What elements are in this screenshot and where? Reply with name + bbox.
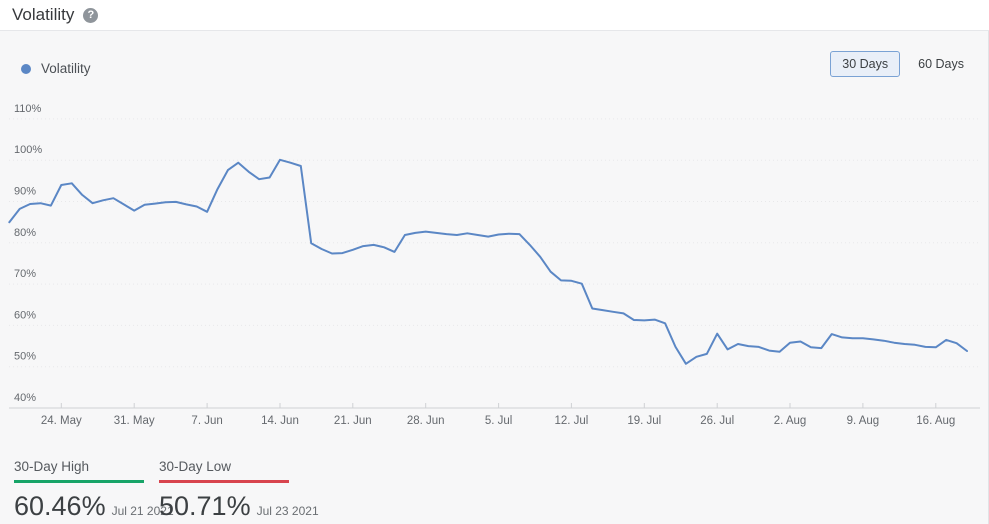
stats-row: 30-Day High 60.46% Jul 21 2021 30-Day Lo…: [14, 459, 319, 522]
stat-high-value: 60.46%: [14, 491, 106, 521]
x-axis-label: 26. Jul: [700, 415, 734, 427]
stat-low-date: Jul 23 2021: [256, 504, 319, 518]
chart-legend[interactable]: Volatility: [21, 61, 91, 76]
y-axis-label: 80%: [14, 227, 36, 239]
x-axis-label: 14. Jun: [261, 415, 299, 427]
y-axis-label: 70%: [14, 268, 36, 280]
x-axis-label: 12. Jul: [554, 415, 588, 427]
x-axis-label: 24. May: [41, 415, 82, 427]
range-toggle: 30 Days 60 Days: [824, 51, 976, 77]
stat-30-day-high: 30-Day High 60.46% Jul 21 2021: [14, 459, 174, 522]
y-axis-label: 90%: [14, 186, 36, 198]
legend-dot-icon: [21, 63, 31, 74]
y-axis-label: 110%: [14, 103, 42, 115]
y-axis-label: 40%: [14, 392, 36, 404]
x-axis-label: 28. Jun: [407, 415, 445, 427]
x-axis-label: 7. Jun: [191, 415, 222, 427]
y-axis-label: 50%: [14, 351, 36, 363]
title-bar: Volatility ?: [0, 0, 989, 31]
x-axis-label: 9. Aug: [847, 415, 880, 427]
help-icon[interactable]: ?: [83, 7, 99, 23]
stat-high-date: Jul 21 2021: [111, 504, 174, 518]
x-axis-label: 16. Aug: [916, 415, 955, 427]
volatility-series-line: [8, 158, 968, 365]
y-axis-label: 100%: [14, 144, 42, 156]
x-axis-label: 31. May: [114, 415, 155, 427]
x-axis-label: 2. Aug: [774, 415, 807, 427]
stat-high-label: 30-Day High: [14, 459, 90, 474]
page-title: Volatility: [12, 5, 75, 24]
stat-high-underline: [14, 480, 144, 483]
stat-low-label: 30-Day Low: [159, 459, 232, 474]
range-30-days-button[interactable]: 30 Days: [830, 51, 901, 77]
x-axis-label: 19. Jul: [627, 415, 661, 427]
stat-low-value: 50.71%: [159, 491, 251, 521]
x-axis-label: 21. Jun: [334, 415, 372, 427]
volatility-line-chart[interactable]: 40% 50% 60% 70% 80% 90% 100% 110% 24. May 31. May…: [0, 90, 989, 435]
range-60-days-button[interactable]: 60 Days: [906, 51, 976, 77]
x-axis-label: 5. Jul: [485, 415, 513, 427]
legend-label: Volatility: [41, 61, 91, 76]
stat-low-underline: [159, 480, 289, 483]
y-axis-label: 60%: [14, 309, 36, 321]
stat-30-day-low: 30-Day Low 50.71% Jul 23 2021: [159, 459, 319, 522]
